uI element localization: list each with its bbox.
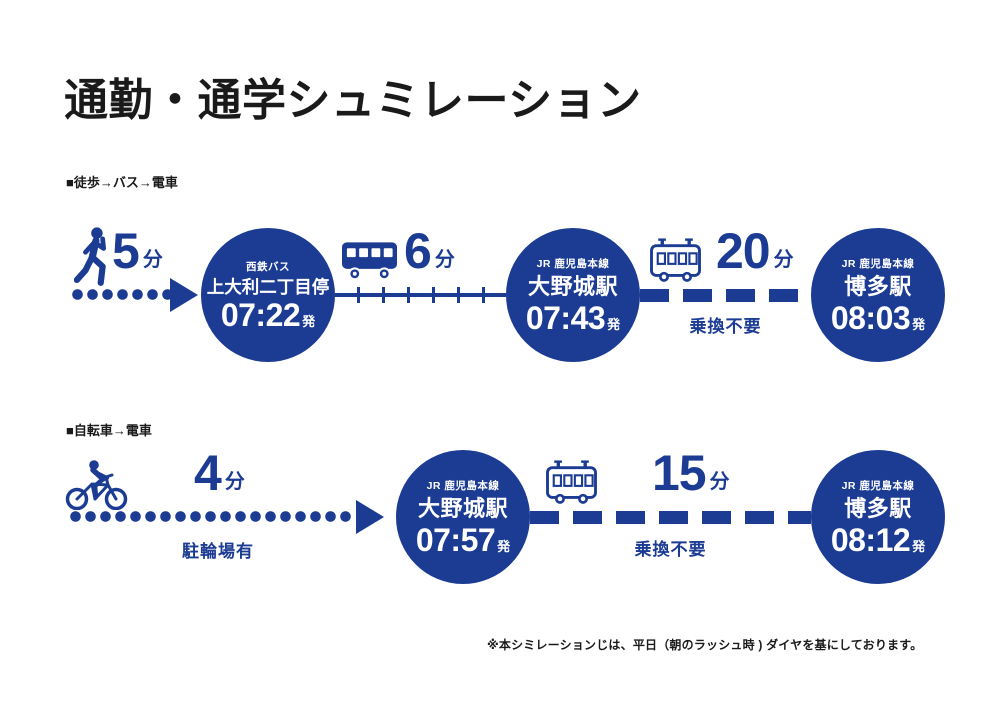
station-name: 大野城駅: [417, 496, 508, 522]
bus-route-line: [335, 287, 506, 303]
rail-line-label: JR 鹿児島本線: [536, 258, 610, 271]
bicycle-arrowhead-icon: [356, 500, 384, 534]
walk-arrowhead-icon: [170, 278, 198, 312]
bicycle-dotted-line: [68, 511, 352, 522]
stop-name: 上大利二丁目停: [206, 276, 330, 297]
station-name: 博多駅: [844, 274, 912, 300]
walk-duration-value: 5: [112, 223, 140, 279]
node-onojo-station: JR 鹿児島本線 大野城駅 07:43 発: [506, 228, 640, 362]
page-title: 通勤・通学シュミレーション: [64, 76, 642, 125]
rail-line-label: JR 鹿児島本線: [426, 480, 500, 493]
node-hakata-station: JR 鹿児島本線 博多駅 08:12 発: [811, 450, 945, 584]
bicycle-duration-value: 4: [194, 445, 222, 501]
bus-duration-unit: 分: [434, 248, 455, 271]
bus-duration: 6 分: [404, 223, 455, 279]
bus-icon: [341, 242, 398, 281]
walk-duration-unit: 分: [142, 248, 163, 271]
bus-duration-value: 6: [404, 223, 432, 279]
departure-time: 07:22 発: [220, 297, 316, 334]
footnote: ※本シミレーションじは、平日（朝のラッシュ時 ) ダイヤを基にしております。: [487, 638, 923, 652]
train-icon: [546, 460, 597, 504]
departure-time: 08:12 発: [830, 521, 926, 558]
walk-duration: 5 分: [112, 223, 163, 279]
station-name: 博多駅: [844, 496, 912, 522]
train-duration-value: 15: [652, 445, 707, 501]
train-duration: 20 分: [716, 223, 794, 279]
node-bus-stop-kamiori: 西鉄バス 上大利二丁目停 07:22 発: [201, 228, 335, 362]
train-duration: 15 分: [652, 445, 730, 501]
walk-dotted-line: [70, 289, 170, 300]
bicycle-parking-note: 駐輪場有: [182, 542, 254, 561]
departure-time: 07:43 発: [525, 299, 621, 336]
train-duration-unit: 分: [773, 248, 794, 271]
train-route-line: [640, 289, 811, 302]
departure-time: 08:03 発: [830, 299, 926, 336]
train-icon: [650, 238, 701, 282]
rail-line-label: JR 鹿児島本線: [841, 258, 915, 271]
section-label-bicycle-train: ■自転車→電車: [66, 423, 152, 438]
section-label-walk-bus-train: ■徒歩→バス→電車: [66, 175, 178, 190]
walking-person-icon: [74, 227, 106, 286]
train-route-line: [530, 511, 811, 524]
node-onojo-station: JR 鹿児島本線 大野城駅 07:57 発: [396, 450, 530, 584]
train-duration-value: 20: [716, 223, 771, 279]
rail-line-label: JR 鹿児島本線: [841, 480, 915, 493]
departure-time: 07:57 発: [415, 521, 511, 558]
bicycle-duration: 4 分: [194, 445, 245, 501]
station-name: 大野城駅: [527, 274, 618, 300]
train-duration-unit: 分: [709, 470, 730, 493]
bicycle-duration-unit: 分: [224, 470, 245, 493]
operator-label: 西鉄バス: [246, 260, 290, 273]
no-transfer-note: 乗換不要: [634, 540, 707, 559]
no-transfer-note: 乗換不要: [689, 317, 762, 336]
node-hakata-station: JR 鹿児島本線 博多駅 08:03 発: [811, 228, 945, 362]
bicycle-icon: [65, 460, 128, 510]
